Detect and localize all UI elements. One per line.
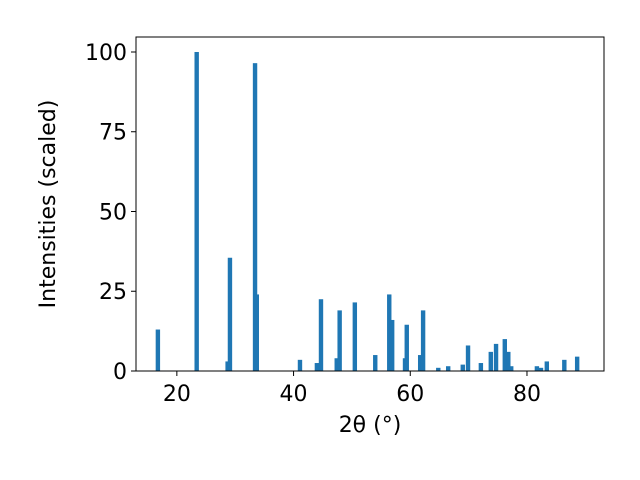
bar xyxy=(506,351,511,371)
bar xyxy=(352,302,358,371)
bar xyxy=(534,366,540,371)
y-tick-label: 25 xyxy=(99,280,127,305)
bar xyxy=(493,343,499,371)
bar xyxy=(387,294,392,371)
bar xyxy=(297,359,303,371)
bar xyxy=(252,63,258,372)
x-tick-label: 60 xyxy=(396,382,424,407)
plot-frame xyxy=(135,36,605,372)
bar xyxy=(502,339,507,371)
bar xyxy=(254,294,259,371)
y-tick-label: 0 xyxy=(113,360,127,385)
x-axis-label: 2θ (°) xyxy=(339,413,402,438)
y-tick-label: 75 xyxy=(99,121,127,146)
bar xyxy=(417,355,423,371)
bar xyxy=(194,51,199,371)
bar xyxy=(562,359,567,371)
y-tick-label: 100 xyxy=(85,41,127,66)
bar xyxy=(436,367,441,371)
bar xyxy=(389,319,395,371)
bar xyxy=(225,361,230,371)
y-tick-label: 50 xyxy=(99,200,127,225)
bar xyxy=(509,366,514,371)
bar xyxy=(318,299,324,371)
bar xyxy=(460,364,465,371)
bar xyxy=(337,310,342,371)
bar xyxy=(227,257,233,371)
bar xyxy=(544,361,550,371)
bar xyxy=(465,345,471,371)
bar xyxy=(155,329,161,371)
bar xyxy=(488,351,493,371)
bar xyxy=(314,363,320,371)
y-axis-label: Intensities (scaled) xyxy=(36,100,61,309)
x-tick-label: 20 xyxy=(163,382,191,407)
bar xyxy=(420,310,426,371)
bar xyxy=(445,366,451,371)
bar xyxy=(538,367,544,371)
bar xyxy=(334,358,339,371)
bar xyxy=(404,324,409,371)
bar xyxy=(373,355,378,371)
x-tick-label: 80 xyxy=(513,382,541,407)
bar xyxy=(478,363,484,371)
x-tick-label: 40 xyxy=(280,382,308,407)
bar xyxy=(574,356,580,371)
